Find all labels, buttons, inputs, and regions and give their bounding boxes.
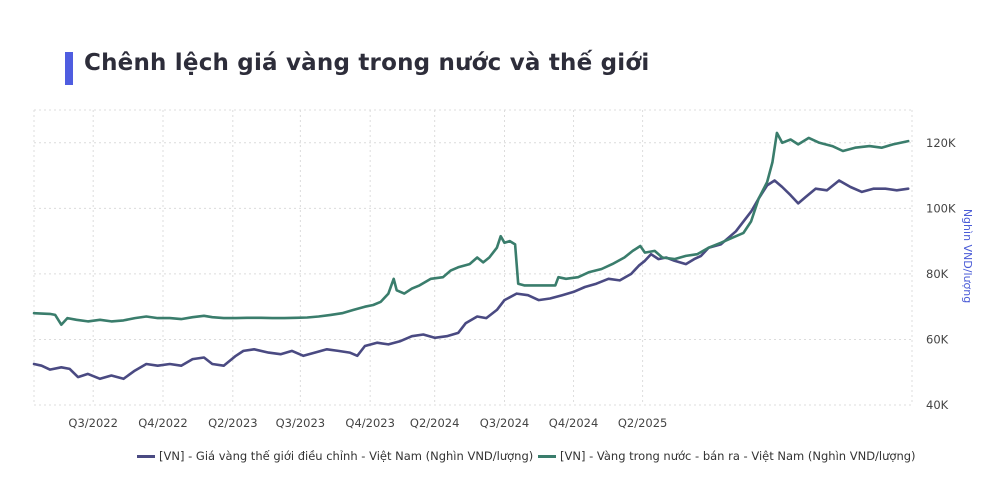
legend-label-domestic: [VN] - Vàng trong nước - bán ra - Việt N… [560, 449, 916, 463]
y-tick-label: 40K [926, 398, 949, 412]
x-tick-label: Q3/2023 [276, 416, 326, 430]
legend-item-world[interactable]: [VN] - Giá vàng thế giới điều chỉnh - Vi… [137, 449, 533, 463]
x-tick-label: Q2/2024 [410, 416, 460, 430]
horizontal-gridlines [34, 109, 912, 406]
y-tick-label: 120K [926, 136, 956, 150]
x-axis-ticks: Q3/2022 Q4/2022 Q2/2023 Q3/2023 Q4/2023 Q2/20… [68, 416, 667, 430]
y-tick-label: 100K [926, 201, 956, 215]
legend-label-world: [VN] - Giá vàng thế giới điều chỉnh - Vi… [159, 449, 534, 463]
series-line-domestic [32, 131, 910, 326]
title-accent-bar [65, 52, 73, 85]
series-line-world [32, 179, 910, 381]
x-tick-label: Q3/2022 [68, 416, 118, 430]
y-tick-label: 60K [926, 332, 949, 346]
x-tick-label: Q4/2024 [549, 416, 599, 430]
x-tick-label: Q3/2024 [480, 416, 530, 430]
x-tick-label: Q4/2023 [345, 416, 395, 430]
chart-title: Chênh lệch giá vàng trong nước và thế gi… [84, 50, 650, 76]
series-layer [32, 131, 910, 381]
x-tick-label: Q2/2023 [208, 416, 258, 430]
y-axis-label: Nghìn VND/lượng [961, 209, 974, 303]
y-axis-ticks: 40K 60K 80K 100K 120K [926, 136, 956, 412]
legend: [VN] - Giá vàng thế giới điều chỉnh - Vi… [0, 449, 1002, 467]
x-tick-label: Q4/2022 [138, 416, 188, 430]
vertical-gridlines [33, 110, 913, 405]
legend-swatch-domestic [538, 454, 556, 458]
legend-swatch-world [137, 454, 155, 458]
y-tick-label: 80K [926, 267, 949, 281]
x-tick-label: Q2/2025 [618, 416, 668, 430]
legend-item-domestic[interactable]: [VN] - Vàng trong nước - bán ra - Việt N… [538, 449, 916, 463]
